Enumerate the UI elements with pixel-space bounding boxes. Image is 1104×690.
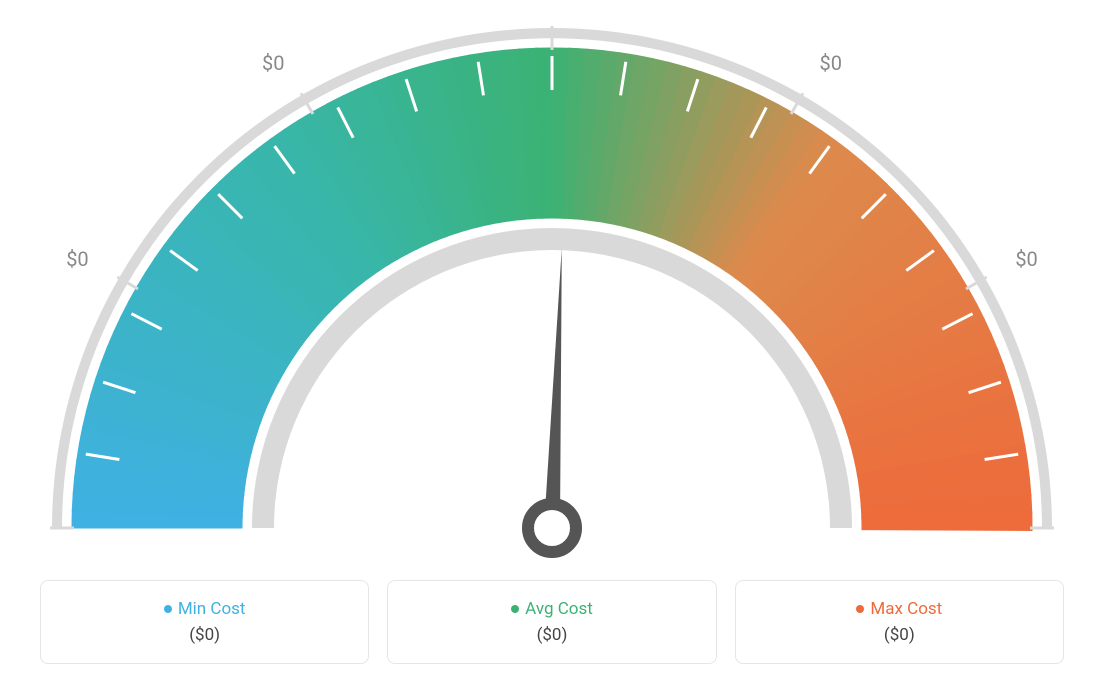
legend-value-min: ($0) [189,625,220,645]
legend-value-avg: ($0) [537,625,568,645]
legend-row: Min Cost ($0) Avg Cost ($0) Max Cost ($0… [20,580,1084,664]
legend-dot-avg [511,605,519,613]
svg-text:$0: $0 [1015,247,1037,271]
svg-text:$0: $0 [262,51,284,75]
legend-label-max: Max Cost [856,599,942,619]
legend-text-avg: Avg Cost [525,599,593,619]
svg-text:$0: $0 [820,51,842,75]
legend-dot-max [856,605,864,613]
svg-text:$0: $0 [66,247,88,271]
legend-card-min: Min Cost ($0) [40,580,369,664]
legend-label-avg: Avg Cost [511,599,593,619]
legend-text-max: Max Cost [870,599,942,619]
legend-text-min: Min Cost [178,599,246,619]
legend-label-min: Min Cost [164,599,246,619]
gauge-svg: $0$0$0$0$0$0$0 [20,20,1084,560]
legend-value-max: ($0) [884,625,915,645]
legend-card-max: Max Cost ($0) [735,580,1064,664]
legend-dot-min [164,605,172,613]
legend-card-avg: Avg Cost ($0) [387,580,716,664]
gauge-chart: $0$0$0$0$0$0$0 [20,20,1084,560]
